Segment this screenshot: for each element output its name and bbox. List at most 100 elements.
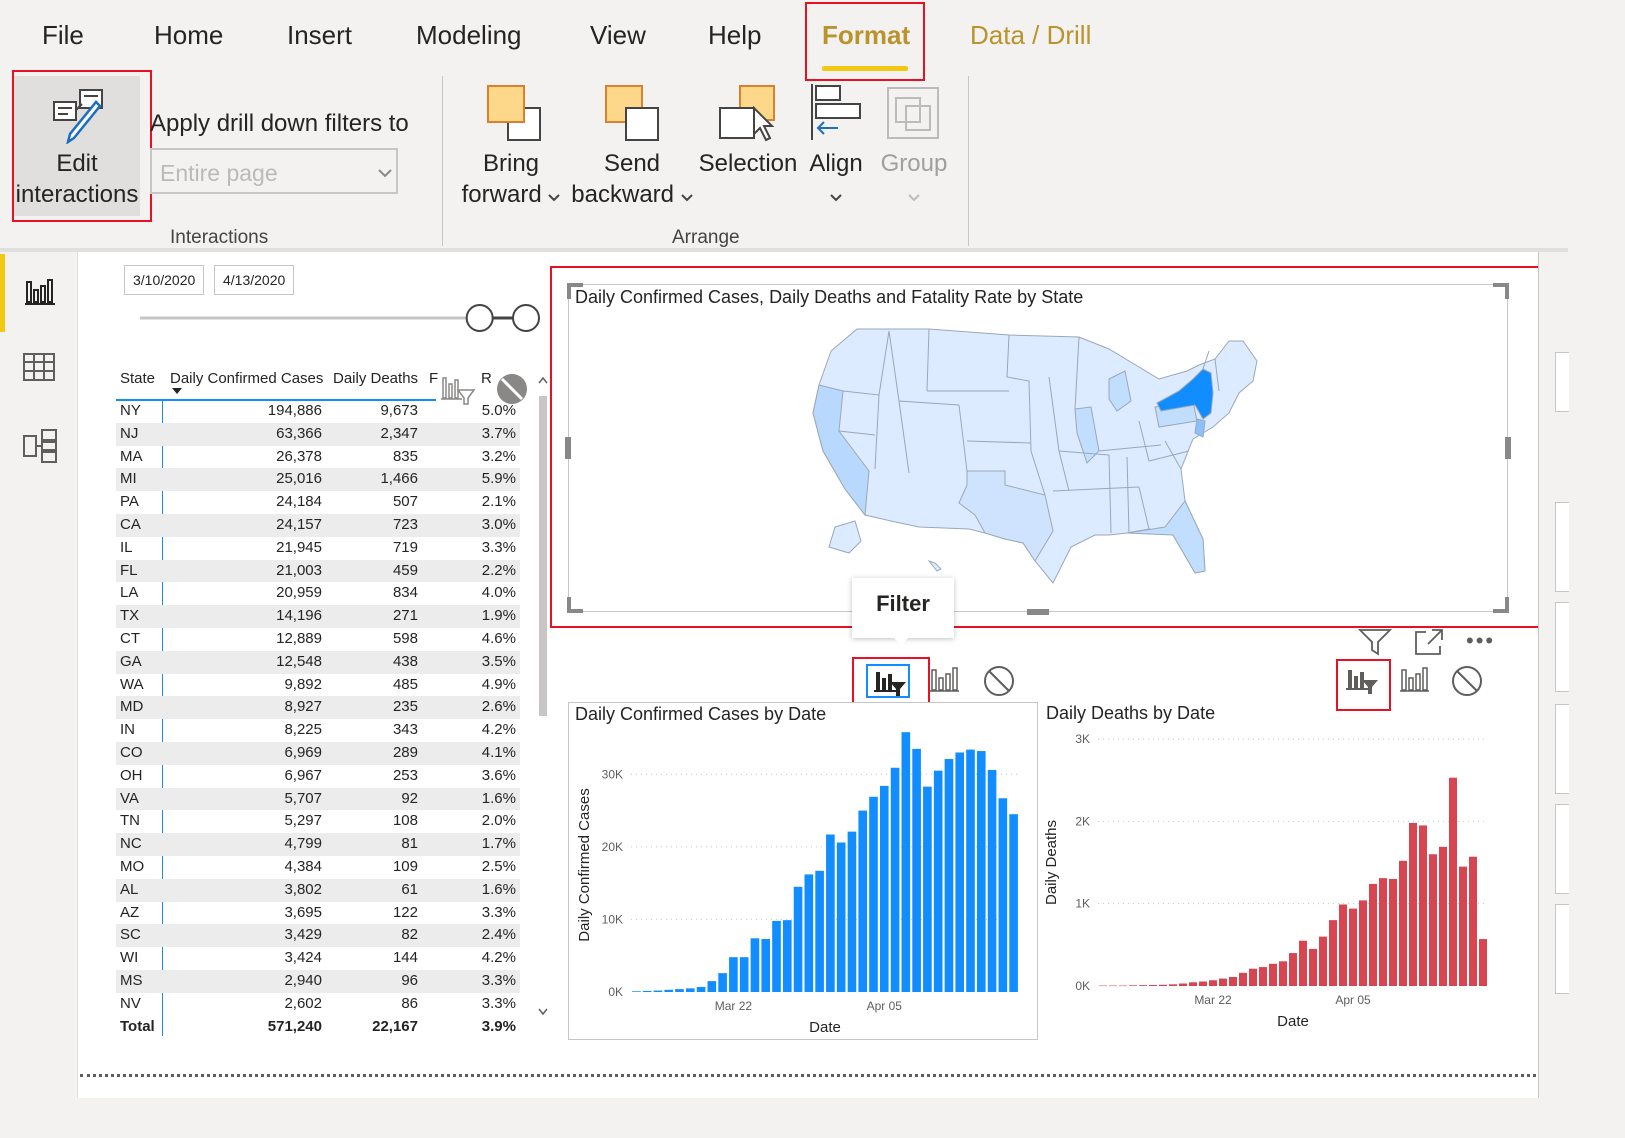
state-illinois[interactable] <box>1074 406 1100 464</box>
bar[interactable] <box>1319 936 1327 986</box>
more-options-icon[interactable]: ••• <box>1466 628 1496 653</box>
filter-icon[interactable] <box>1358 628 1392 656</box>
bar[interactable] <box>933 770 943 992</box>
table-row[interactable]: PA 24,184 507 2.1% <box>116 491 520 514</box>
table-row[interactable]: MI 25,016 1,466 5.9% <box>116 468 520 492</box>
bar[interactable] <box>923 786 932 992</box>
table-row[interactable]: CA 24,157 723 3.0% <box>116 514 520 537</box>
bar[interactable] <box>1219 978 1227 986</box>
bar[interactable] <box>1359 900 1367 986</box>
bar[interactable] <box>1309 948 1317 986</box>
state-california[interactable] <box>812 384 870 517</box>
bar[interactable] <box>1209 980 1217 986</box>
bar[interactable] <box>890 767 900 992</box>
scroll-up-icon[interactable] <box>538 376 548 384</box>
bar[interactable] <box>1249 968 1257 986</box>
confirmed-chart-visual[interactable]: Daily Confirmed Cases by Date 0K 10K 20K 30… <box>568 702 1038 1040</box>
model-view-icon[interactable] <box>22 428 58 464</box>
table-scrollbar[interactable] <box>538 376 548 1024</box>
bar[interactable] <box>642 990 652 992</box>
tab-format[interactable]: Format <box>822 20 911 50</box>
bar[interactable] <box>1379 878 1387 986</box>
map-visual[interactable]: Daily Confirmed Cases, Daily Deaths and … <box>565 283 1511 615</box>
bar[interactable] <box>944 759 954 992</box>
pane-input[interactable] <box>1555 352 1569 412</box>
bar[interactable] <box>1169 984 1177 986</box>
date-range-slider[interactable] <box>130 300 550 336</box>
slider-handle-end[interactable] <box>512 304 540 332</box>
bar[interactable] <box>1469 856 1477 986</box>
filter-interaction-button[interactable] <box>1342 662 1382 698</box>
table-row[interactable]: IL 21,945 719 3.3% <box>116 537 520 560</box>
bar[interactable] <box>998 798 1008 992</box>
bar[interactable] <box>718 973 727 992</box>
bar[interactable] <box>1269 963 1277 986</box>
tab-file[interactable]: File <box>42 20 84 50</box>
table-row[interactable]: WI 3,424 144 4.2% <box>116 947 520 970</box>
tab-modeling[interactable]: Modeling <box>416 20 522 50</box>
resize-handle[interactable] <box>1505 437 1511 459</box>
bar[interactable] <box>675 989 684 992</box>
bar[interactable] <box>1429 854 1437 986</box>
bar[interactable] <box>1099 985 1107 987</box>
table-row[interactable]: GA 12,548 438 3.5% <box>116 650 520 674</box>
align-button[interactable]: Align <box>804 78 868 218</box>
group-button[interactable]: Group <box>876 78 952 218</box>
bar[interactable] <box>1139 985 1147 986</box>
bar[interactable] <box>696 986 706 992</box>
filter-card[interactable] <box>1555 904 1569 994</box>
bar[interactable] <box>1159 984 1167 986</box>
none-interaction-icon[interactable] <box>982 664 1016 698</box>
state-hawaii[interactable] <box>927 559 942 572</box>
bar[interactable] <box>739 957 749 992</box>
filter-interaction-icon[interactable] <box>440 372 476 406</box>
table-row[interactable]: MD 8,927 235 2.6% <box>116 696 520 720</box>
table-row[interactable]: CT 12,889 598 4.6% <box>116 628 520 651</box>
focus-mode-icon[interactable] <box>1414 628 1444 656</box>
filter-interaction-button[interactable] <box>866 664 910 698</box>
resize-handle[interactable] <box>1027 609 1049 615</box>
none-interaction-icon[interactable] <box>495 372 529 406</box>
table-row[interactable]: MO 4,384 109 2.5% <box>116 856 520 879</box>
bar[interactable] <box>1299 940 1307 986</box>
bar[interactable] <box>1449 777 1457 986</box>
tab-help[interactable]: Help <box>708 20 762 50</box>
selection-button[interactable]: Selection <box>698 78 798 188</box>
bar[interactable] <box>1479 939 1487 986</box>
bar[interactable] <box>1289 953 1297 986</box>
bar[interactable] <box>1009 814 1018 992</box>
table-row[interactable]: OH 6,967 253 3.6% <box>116 765 520 788</box>
filter-card[interactable] <box>1555 804 1569 894</box>
bar[interactable] <box>761 939 771 992</box>
table-row[interactable]: SC 3,429 82 2.4% <box>116 924 520 948</box>
bar[interactable] <box>847 831 857 992</box>
bar[interactable] <box>1369 883 1377 986</box>
scroll-down-icon[interactable] <box>538 1008 548 1016</box>
bar[interactable] <box>815 870 824 992</box>
table-row[interactable]: IN 8,225 343 4.2% <box>116 719 520 742</box>
bar[interactable] <box>1389 878 1397 986</box>
resize-handle[interactable] <box>1493 597 1509 613</box>
table-row[interactable]: AL 3,802 61 1.6% <box>116 878 520 902</box>
report-view-icon[interactable] <box>24 276 56 308</box>
bar[interactable] <box>1459 866 1467 986</box>
table-row[interactable]: CO 6,969 289 4.1% <box>116 742 520 765</box>
bar[interactable] <box>826 834 835 992</box>
bar[interactable] <box>653 990 663 992</box>
deaths-chart-visual[interactable]: Daily Deaths by Date 0K 1K 2K 3K Mar 22 Apr 0… <box>1042 702 1522 1040</box>
table-row[interactable]: MA 26,378 835 3.2% <box>116 446 520 469</box>
bar[interactable] <box>1259 967 1267 986</box>
tab-view[interactable]: View <box>590 20 646 50</box>
table-row[interactable]: NC 4,799 81 1.7% <box>116 833 520 856</box>
bar[interactable] <box>707 981 717 992</box>
bar[interactable] <box>901 732 911 992</box>
bar[interactable] <box>1349 908 1357 986</box>
bar[interactable] <box>1149 985 1157 986</box>
highlight-interaction-icon[interactable] <box>1398 664 1430 694</box>
col-header-state[interactable]: State <box>120 370 156 387</box>
bar[interactable] <box>955 752 965 992</box>
bar[interactable] <box>836 842 846 992</box>
bar[interactable] <box>1189 982 1197 986</box>
filter-card[interactable] <box>1555 602 1569 692</box>
resize-handle[interactable] <box>567 597 583 613</box>
